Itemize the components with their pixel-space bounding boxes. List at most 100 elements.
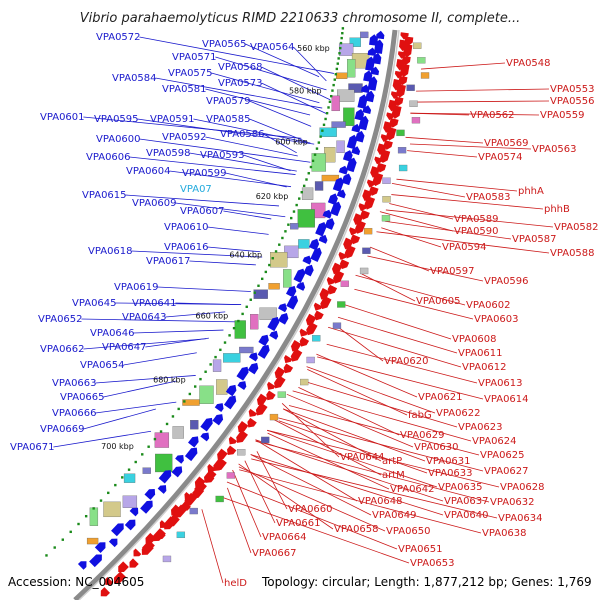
gene-label-forward[interactable]: VPA0592 xyxy=(162,132,207,143)
gene-label-forward[interactable]: VPA0647 xyxy=(102,342,147,353)
gene-label-reverse[interactable]: VPA0644 xyxy=(340,452,385,463)
gene-label-reverse[interactable]: VPA0583 xyxy=(466,192,511,203)
gene-label-forward[interactable]: VPA0565 xyxy=(202,39,247,50)
gene-label-forward[interactable]: VPA0663 xyxy=(52,378,97,389)
gene-label-forward[interactable]: VPA0671 xyxy=(10,442,55,453)
gene-label-reverse[interactable]: VPA0623 xyxy=(458,422,503,433)
gene-label-reverse[interactable]: VPA0548 xyxy=(506,58,551,69)
gene-label-reverse[interactable]: VPA0624 xyxy=(472,436,517,447)
gene-label-reverse[interactable]: VPA0614 xyxy=(484,394,529,405)
gene-label-reverse[interactable]: phhA xyxy=(518,186,544,197)
gene-label-forward[interactable]: VPA0662 xyxy=(40,344,85,355)
gene-label-reverse[interactable]: VPA0664 xyxy=(262,532,307,543)
gene-label-forward[interactable]: VPA0571 xyxy=(172,52,217,63)
gene-label-forward[interactable]: VPA0599 xyxy=(182,168,227,179)
gene-label-reverse[interactable]: VPA0642 xyxy=(390,484,435,495)
gene-label-forward[interactable]: VPA0600 xyxy=(96,134,141,145)
gene-label-reverse[interactable]: VPA0635 xyxy=(438,482,483,493)
gene-label-reverse[interactable]: VPA0667 xyxy=(252,548,297,559)
gene-label-forward[interactable]: VPA0669 xyxy=(40,424,85,435)
gene-label-forward[interactable]: VPA0579 xyxy=(206,96,251,107)
gene-label-forward[interactable]: VPA0601 xyxy=(40,112,85,123)
gene-label-reverse[interactable]: VPA0603 xyxy=(474,314,519,325)
gene-label-forward[interactable]: VPA0585 xyxy=(206,114,251,125)
gene-label-forward[interactable]: VPA0615 xyxy=(82,190,127,201)
gene-label-reverse[interactable]: VPA0590 xyxy=(454,226,499,237)
gene-label-reverse[interactable]: VPA0582 xyxy=(554,222,599,233)
gene-label-forward[interactable]: VPA0595 xyxy=(94,114,139,125)
gene-label-reverse[interactable]: VPA0588 xyxy=(550,248,595,259)
gene-label-reverse[interactable]: VPA0569 xyxy=(484,138,529,149)
gene-label-forward[interactable]: VPA0618 xyxy=(88,246,133,257)
gene-label-forward[interactable]: VPA0645 xyxy=(72,298,117,309)
gene-label-forward[interactable]: VPA0643 xyxy=(122,312,167,323)
gene-label-reverse[interactable]: artM xyxy=(382,470,405,481)
gene-label-reverse[interactable]: VPA0559 xyxy=(540,110,585,121)
gene-label-forward[interactable]: VPA0666 xyxy=(52,408,97,419)
gene-label-forward[interactable]: VPA0572 xyxy=(96,32,141,43)
gene-label-forward[interactable]: VPA0617 xyxy=(146,256,191,267)
gene-label-reverse[interactable]: VPA0612 xyxy=(462,362,507,373)
gene-label-forward[interactable]: VPA0586 xyxy=(220,129,265,140)
gene-label-reverse[interactable]: VPA0634 xyxy=(498,513,543,524)
gene-label-reverse[interactable]: helD xyxy=(224,578,247,589)
gene-label-reverse[interactable]: VPA0653 xyxy=(410,558,455,569)
gene-label-reverse[interactable]: VPA0648 xyxy=(358,496,403,507)
gene-label-reverse[interactable]: VPA0589 xyxy=(454,214,499,225)
gene-label-reverse[interactable]: fabG xyxy=(408,410,432,421)
gene-label-forward[interactable]: VPA0607 xyxy=(180,206,225,217)
gene-label-forward[interactable]: VPA0564 xyxy=(250,42,295,53)
gene-label-forward[interactable]: VPA0575 xyxy=(168,68,213,79)
gene-label-reverse[interactable]: VPA0631 xyxy=(426,456,471,467)
gene-label-forward[interactable]: VPA0584 xyxy=(112,73,157,84)
gene-label-reverse[interactable]: VPA0596 xyxy=(484,276,529,287)
gene-label-forward[interactable]: VPA0654 xyxy=(80,360,125,371)
gene-label-reverse[interactable]: VPA0553 xyxy=(550,84,595,95)
gene-label-reverse[interactable]: VPA0633 xyxy=(428,468,473,479)
gene-label-reverse[interactable]: VPA0574 xyxy=(478,152,523,163)
gene-label-reverse[interactable]: VPA0627 xyxy=(484,466,529,477)
gene-label-reverse[interactable]: VPA0650 xyxy=(386,526,431,537)
gene-label-forward[interactable]: VPA0568 xyxy=(218,62,263,73)
gene-label-reverse[interactable]: VPA0608 xyxy=(452,334,497,345)
gene-label-reverse[interactable]: VPA0611 xyxy=(458,348,503,359)
gene-label-forward[interactable]: VPA0652 xyxy=(38,314,83,325)
gene-label-forward[interactable]: VPA0606 xyxy=(86,152,131,163)
gene-label-reverse[interactable]: VPA0563 xyxy=(532,144,577,155)
gene-label-reverse[interactable]: VPA0630 xyxy=(414,442,459,453)
gene-label-forward[interactable]: VPA0604 xyxy=(126,166,171,177)
gene-label-reverse[interactable]: VPA0661 xyxy=(276,518,321,529)
gene-label-reverse[interactable]: VPA0621 xyxy=(418,392,463,403)
gene-label-reverse[interactable]: VPA0625 xyxy=(480,450,525,461)
gene-label-reverse[interactable]: VPA0597 xyxy=(430,266,475,277)
gene-label-forward[interactable]: VPA0591 xyxy=(150,114,195,125)
gene-label-reverse[interactable]: VPA0628 xyxy=(500,482,545,493)
gene-label-reverse[interactable]: VPA0660 xyxy=(288,504,333,515)
gene-label-reverse[interactable]: VPA0622 xyxy=(436,408,481,419)
gene-label-forward[interactable]: VPA0581 xyxy=(162,84,207,95)
gene-label-reverse[interactable]: VPA0605 xyxy=(416,296,461,307)
gene-label-reverse[interactable]: artP xyxy=(382,456,402,467)
gene-label-reverse[interactable]: VPA0602 xyxy=(466,300,511,311)
gene-label-forward[interactable]: VPA0609 xyxy=(132,198,177,209)
gene-label-reverse[interactable]: VPA0651 xyxy=(398,544,443,555)
gene-label-reverse[interactable]: VPA0640 xyxy=(444,510,489,521)
gene-label-reverse[interactable]: VPA0658 xyxy=(334,524,379,535)
gene-label-forward[interactable]: VPA0619 xyxy=(114,282,159,293)
gene-label-reverse[interactable]: VPA0562 xyxy=(470,110,515,121)
gene-label-reverse[interactable]: VPA0620 xyxy=(384,356,429,367)
gene-label-reverse[interactable]: VPA0637 xyxy=(444,496,489,507)
gene-label-highlight[interactable]: VPA07 xyxy=(180,184,212,195)
gene-label-reverse[interactable]: VPA0632 xyxy=(490,497,535,508)
gene-label-forward[interactable]: VPA0641 xyxy=(132,298,177,309)
gene-label-forward[interactable]: VPA0665 xyxy=(60,392,105,403)
gene-label-reverse[interactable]: phhB xyxy=(544,204,570,215)
gene-label-reverse[interactable]: VPA0629 xyxy=(400,430,445,441)
gene-label-forward[interactable]: VPA0598 xyxy=(146,148,191,159)
gene-label-forward[interactable]: VPA0593 xyxy=(200,150,245,161)
gene-label-forward[interactable]: VPA0616 xyxy=(164,242,209,253)
gene-label-reverse[interactable]: VPA0556 xyxy=(550,96,595,107)
gene-label-forward[interactable]: VPA0573 xyxy=(218,78,263,89)
gene-label-reverse[interactable]: VPA0594 xyxy=(442,242,487,253)
gene-label-forward[interactable]: VPA0610 xyxy=(164,222,209,233)
